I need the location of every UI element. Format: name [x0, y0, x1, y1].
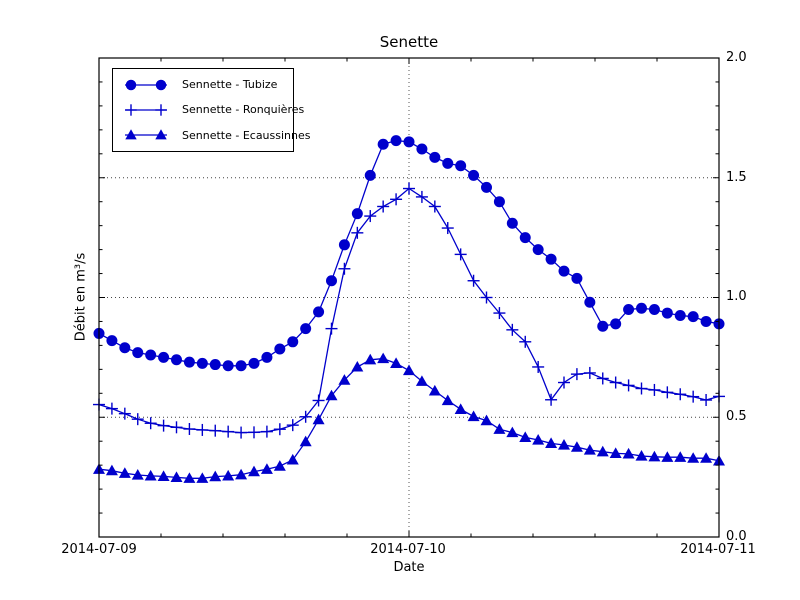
- y-tick-label: 0.5: [726, 409, 747, 424]
- chart-title: Senette: [379, 33, 439, 51]
- x-tick-label: 2014-07-10: [370, 542, 446, 557]
- legend-item-label: Sennette - Ronquières: [182, 103, 305, 117]
- y-tick-label: 2.0: [726, 50, 747, 65]
- legend-item: Sennette - Ronquières: [113, 102, 304, 118]
- legend-item: Sennette - Tubize: [113, 77, 293, 93]
- legend-item: Sennette - Ecaussinnes: [113, 127, 311, 143]
- legend-marker-plus-icon: [125, 104, 167, 116]
- y-tick-label: 0.0: [726, 529, 747, 544]
- x-tick-label: 2014-07-11: [680, 542, 756, 557]
- x-tick-label: 2014-07-09: [61, 542, 137, 557]
- legend-marker-circle-icon: [125, 79, 167, 90]
- y-tick-label: 1.0: [726, 289, 747, 304]
- legend-item-label: Sennette - Ecaussinnes: [182, 128, 311, 142]
- legend: Sennette - Tubize Sennette - Ronquières …: [112, 68, 311, 152]
- legend-item-label: Sennette - Tubize: [182, 78, 278, 92]
- y-axis-label: Débit en m³/s: [73, 252, 89, 342]
- x-axis-label: Date: [393, 560, 425, 575]
- y-tick-label: 1.5: [726, 170, 747, 185]
- legend-marker-triangle-icon: [125, 129, 167, 140]
